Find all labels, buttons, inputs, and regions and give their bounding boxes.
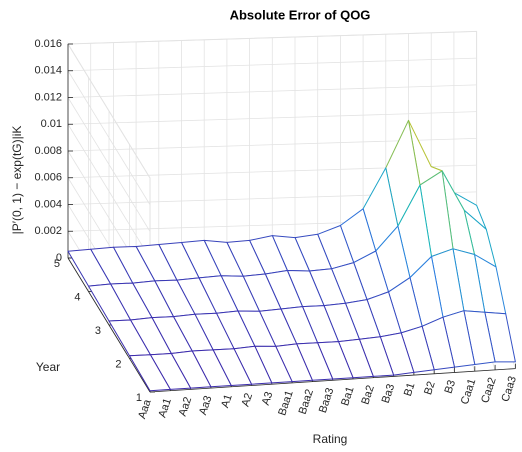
z-tick-label: 0 <box>56 252 62 264</box>
y-tick-label: 5 <box>54 258 60 270</box>
x-tick-label: B1 <box>402 381 418 398</box>
z-tick-label: 0.01 <box>41 118 62 130</box>
x-tick-label: Baa3 <box>317 386 336 414</box>
x-tick-label: A3 <box>260 390 276 407</box>
x-tick-label: Ba1 <box>339 385 356 407</box>
x-tick-label: Baa2 <box>297 388 316 416</box>
x-tick-label: Aa1 <box>156 397 173 419</box>
x-tick-label: A1 <box>219 393 235 410</box>
x-axis-label: Rating <box>313 432 348 446</box>
z-axis-label: |P′(0, 1) − exp(tG)|iK <box>10 126 24 235</box>
x-tick-label: Caa2 <box>479 376 499 405</box>
y-tick-label: 3 <box>95 325 101 337</box>
x-tick-label: B2 <box>422 380 438 397</box>
z-tick-label: 0.008 <box>34 145 62 157</box>
chart-title: Absolute Error of QOG <box>230 7 371 22</box>
x-tick-label: Aa2 <box>177 396 194 418</box>
z-tick-label: 0.016 <box>34 38 62 50</box>
x-tick-label: Caa3 <box>499 375 519 404</box>
x-tick-label: Ba3 <box>380 383 397 405</box>
x-tick-label: Baa1 <box>276 389 295 417</box>
y-axis-label: Year <box>36 360 60 374</box>
z-tick-label: 0.002 <box>34 225 62 237</box>
y-tick-label: 2 <box>115 358 121 370</box>
z-tick-label: 0.006 <box>34 172 62 184</box>
z-tick-label: 0.004 <box>34 198 62 210</box>
surface-cell <box>129 354 171 392</box>
x-tick-label: Aa3 <box>197 394 214 416</box>
y-tick-label: 1 <box>136 392 142 404</box>
z-tick-label: 0.014 <box>34 65 62 77</box>
x-tick-label: B3 <box>443 379 459 396</box>
z-tick-label: 0.012 <box>34 91 62 103</box>
y-tick-label: 4 <box>74 291 80 303</box>
x-tick-label: A2 <box>240 392 256 409</box>
x-tick-label: Ba2 <box>359 384 376 406</box>
x-tick-label: Caa1 <box>459 377 479 406</box>
